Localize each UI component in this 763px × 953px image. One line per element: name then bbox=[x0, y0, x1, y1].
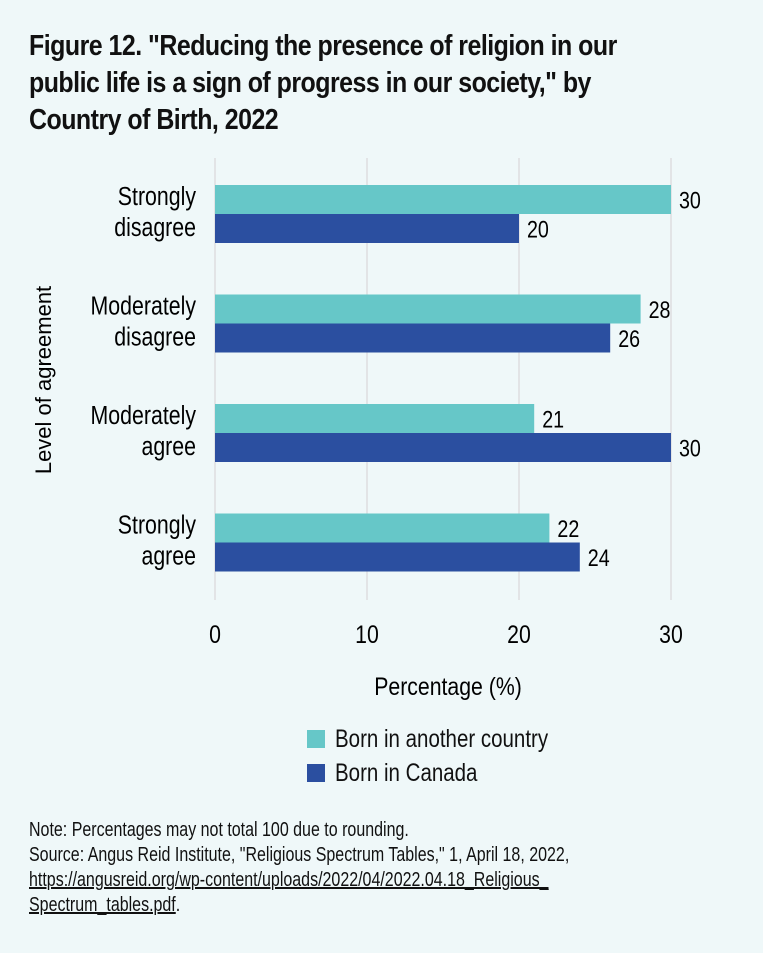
value-label: 30 bbox=[679, 187, 701, 214]
bar bbox=[215, 214, 519, 243]
bar bbox=[215, 513, 550, 543]
bar bbox=[215, 542, 580, 572]
source-link[interactable]: Spectrum_tables.pdf bbox=[29, 894, 176, 916]
legend-swatch bbox=[307, 764, 325, 782]
bar bbox=[215, 323, 611, 353]
value-label: 24 bbox=[588, 544, 610, 571]
bar bbox=[215, 433, 671, 462]
x-tick-labels: 0 10 20 30 bbox=[209, 620, 683, 648]
x-tick-label: 30 bbox=[659, 620, 683, 648]
legend-item-born-canada: Born in Canada bbox=[307, 756, 595, 790]
chart-title: Figure 12. "Reducing the presence of rel… bbox=[29, 28, 717, 139]
value-label: 28 bbox=[649, 296, 671, 323]
x-tick-label: 0 bbox=[209, 620, 221, 648]
value-label: 20 bbox=[527, 216, 549, 243]
x-tick-label: 10 bbox=[355, 620, 379, 648]
value-label: 21 bbox=[542, 406, 564, 433]
y-axis-label: Level of agreement bbox=[31, 286, 56, 474]
value-label: 26 bbox=[618, 325, 640, 352]
bar bbox=[215, 404, 535, 433]
x-axis-label: Percentage (%) bbox=[374, 672, 522, 700]
legend: Born in another country Born in Canada bbox=[307, 722, 595, 790]
legend-label: Born in another country bbox=[335, 724, 549, 753]
category-label: Moderately bbox=[91, 401, 197, 431]
category-label: Moderately bbox=[91, 292, 197, 322]
category-label: Strongly bbox=[118, 511, 196, 541]
category-label: disagree bbox=[114, 213, 196, 243]
bar bbox=[215, 294, 641, 324]
legend-label: Born in Canada bbox=[335, 758, 478, 787]
x-tick-label: 20 bbox=[507, 620, 531, 648]
category-label: disagree bbox=[114, 323, 196, 353]
title-line: Figure 12. "Reducing the presence of rel… bbox=[29, 30, 617, 62]
title-line: public life is a sign of progress in our… bbox=[29, 67, 591, 99]
category-label: Strongly bbox=[118, 182, 196, 212]
legend-item-born-another-country: Born in another country bbox=[307, 722, 595, 756]
value-label: 22 bbox=[557, 515, 579, 542]
source-text: Source: Angus Reid Institute, "Religious… bbox=[29, 844, 570, 866]
category-label: agree bbox=[141, 542, 196, 572]
value-labels: 30 20 28 26 21 30 22 24 bbox=[527, 187, 701, 572]
bar bbox=[215, 185, 671, 214]
footnotes: Note: Percentages may not total 100 due … bbox=[29, 818, 749, 918]
title-line: Country of Birth, 2022 bbox=[29, 104, 279, 136]
note-text: Note: Percentages may not total 100 due … bbox=[29, 819, 409, 841]
legend-swatch bbox=[307, 730, 325, 748]
source-link[interactable]: https://angusreid.org/wp-content/uploads… bbox=[29, 869, 549, 891]
category-labels: StronglydisagreeModeratelydisagreeModera… bbox=[91, 182, 197, 571]
source-link-suffix: . bbox=[175, 894, 181, 916]
bars bbox=[215, 185, 671, 572]
category-label: agree bbox=[141, 432, 196, 462]
value-label: 30 bbox=[679, 435, 701, 462]
